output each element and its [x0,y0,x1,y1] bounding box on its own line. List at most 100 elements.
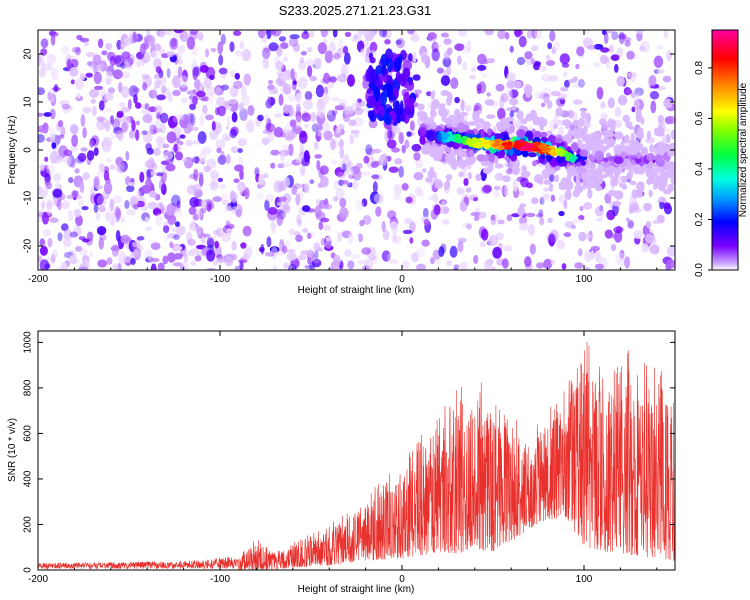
heatmap-cell [82,127,87,139]
heatmap-cell [98,237,105,250]
heatmap-cell [338,179,344,186]
heatmap-cell [441,133,450,138]
heatmap-cell [96,122,104,131]
heatmap-cell [166,68,171,78]
heatmap-cell [506,80,516,89]
heatmap-cell [357,30,363,38]
heatmap-cell [636,188,643,198]
heatmap-cell [477,53,487,65]
heatmap-cell [590,168,598,179]
chart-title: S233.2025.271.21.23.G31 [279,3,432,18]
heatmap-cell [494,138,501,144]
heatmap-cell [550,152,558,157]
heatmap-cell [362,78,369,90]
x-tick-label: 0 [399,274,405,285]
heatmap-cell [220,33,226,45]
heatmap-cell [211,120,216,131]
heatmap-cell [348,232,354,244]
heatmap-cell [617,94,628,106]
heatmap-cell [610,244,617,252]
heatmap-ylabel: Frequency (Hz) [7,116,18,185]
heatmap-cell [537,144,546,150]
heatmap-cell [354,107,364,116]
heatmap-cell [301,205,311,212]
heatmap-cell [67,209,74,222]
heatmap-cell [284,240,291,247]
heatmap-cell [432,193,439,203]
heatmap-cell [410,34,420,42]
heatmap-cell [401,144,407,154]
heatmap-cell [471,137,478,142]
heatmap-cell [60,262,68,270]
heatmap-cell [666,115,675,125]
heatmap-cell [408,53,413,62]
heatmap-cell [454,43,465,51]
heatmap-cell [178,113,185,121]
heatmap-cell [93,177,100,187]
heatmap-cell [166,50,175,58]
heatmap-cell [539,123,544,132]
heatmap-cell [314,249,319,260]
heatmap-cell [41,200,46,210]
heatmap-cell [86,150,95,161]
heatmap-cell [313,141,319,150]
heatmap-cell [308,248,313,258]
heatmap-cell [243,73,252,86]
heatmap-cell [263,173,269,179]
heatmap-cell [323,199,329,209]
heatmap-cell [412,74,421,81]
heatmap-cell [561,63,570,68]
heatmap-cell [567,129,572,140]
heatmap-cell [382,229,390,241]
heatmap-cell [335,126,342,134]
heatmap-cell [198,174,204,187]
heatmap-cell [152,207,162,216]
heatmap-cell [530,197,539,205]
heatmap-cell [93,71,102,85]
heatmap-cell [235,50,242,57]
heatmap-cell [176,140,184,146]
heatmap-cell [69,67,79,77]
heatmap-cell [369,95,376,108]
heatmap-cell [555,155,566,163]
heatmap-cell [509,45,514,53]
heatmap-cell [468,149,474,158]
heatmap-cell [446,96,452,106]
heatmap-cell [179,134,186,139]
heatmap-cell [75,46,81,56]
heatmap-cell [192,89,197,95]
heatmap-cell [409,221,416,233]
heatmap-cell [616,47,624,58]
heatmap-cell [616,75,625,87]
heatmap-cell [323,72,331,84]
heatmap-cell [516,56,526,66]
heatmap-cell [324,239,333,249]
heatmap-cell [278,196,287,202]
heatmap-cell [464,124,470,131]
heatmap-cell [656,86,666,91]
heatmap-cell [316,110,322,117]
heatmap-cell [618,31,625,45]
heatmap-cell [366,30,377,38]
heatmap-cell [103,166,109,174]
heatmap-cell [47,91,52,101]
heatmap-cell [225,134,231,140]
heatmap-cell [438,246,445,258]
heatmap-cell [42,229,52,237]
heatmap-cell [398,132,404,144]
heatmap-cell [266,236,272,248]
heatmap-cell [225,125,230,131]
heatmap-cell [386,83,394,99]
heatmap-cell [171,194,181,207]
heatmap-cell [656,45,664,50]
heatmap-cell [300,51,308,56]
heatmap-cell [369,57,376,64]
heatmap-cell [438,103,446,109]
heatmap-cell [148,239,159,245]
heatmap-cell [175,151,183,161]
heatmap-cell [183,253,188,264]
heatmap-cell [206,267,216,270]
heatmap-cell [304,91,313,101]
heatmap-cell [459,202,467,212]
colorbar-ticks: 0.0 0.2 0.4 0.6 0.8 [694,61,712,277]
